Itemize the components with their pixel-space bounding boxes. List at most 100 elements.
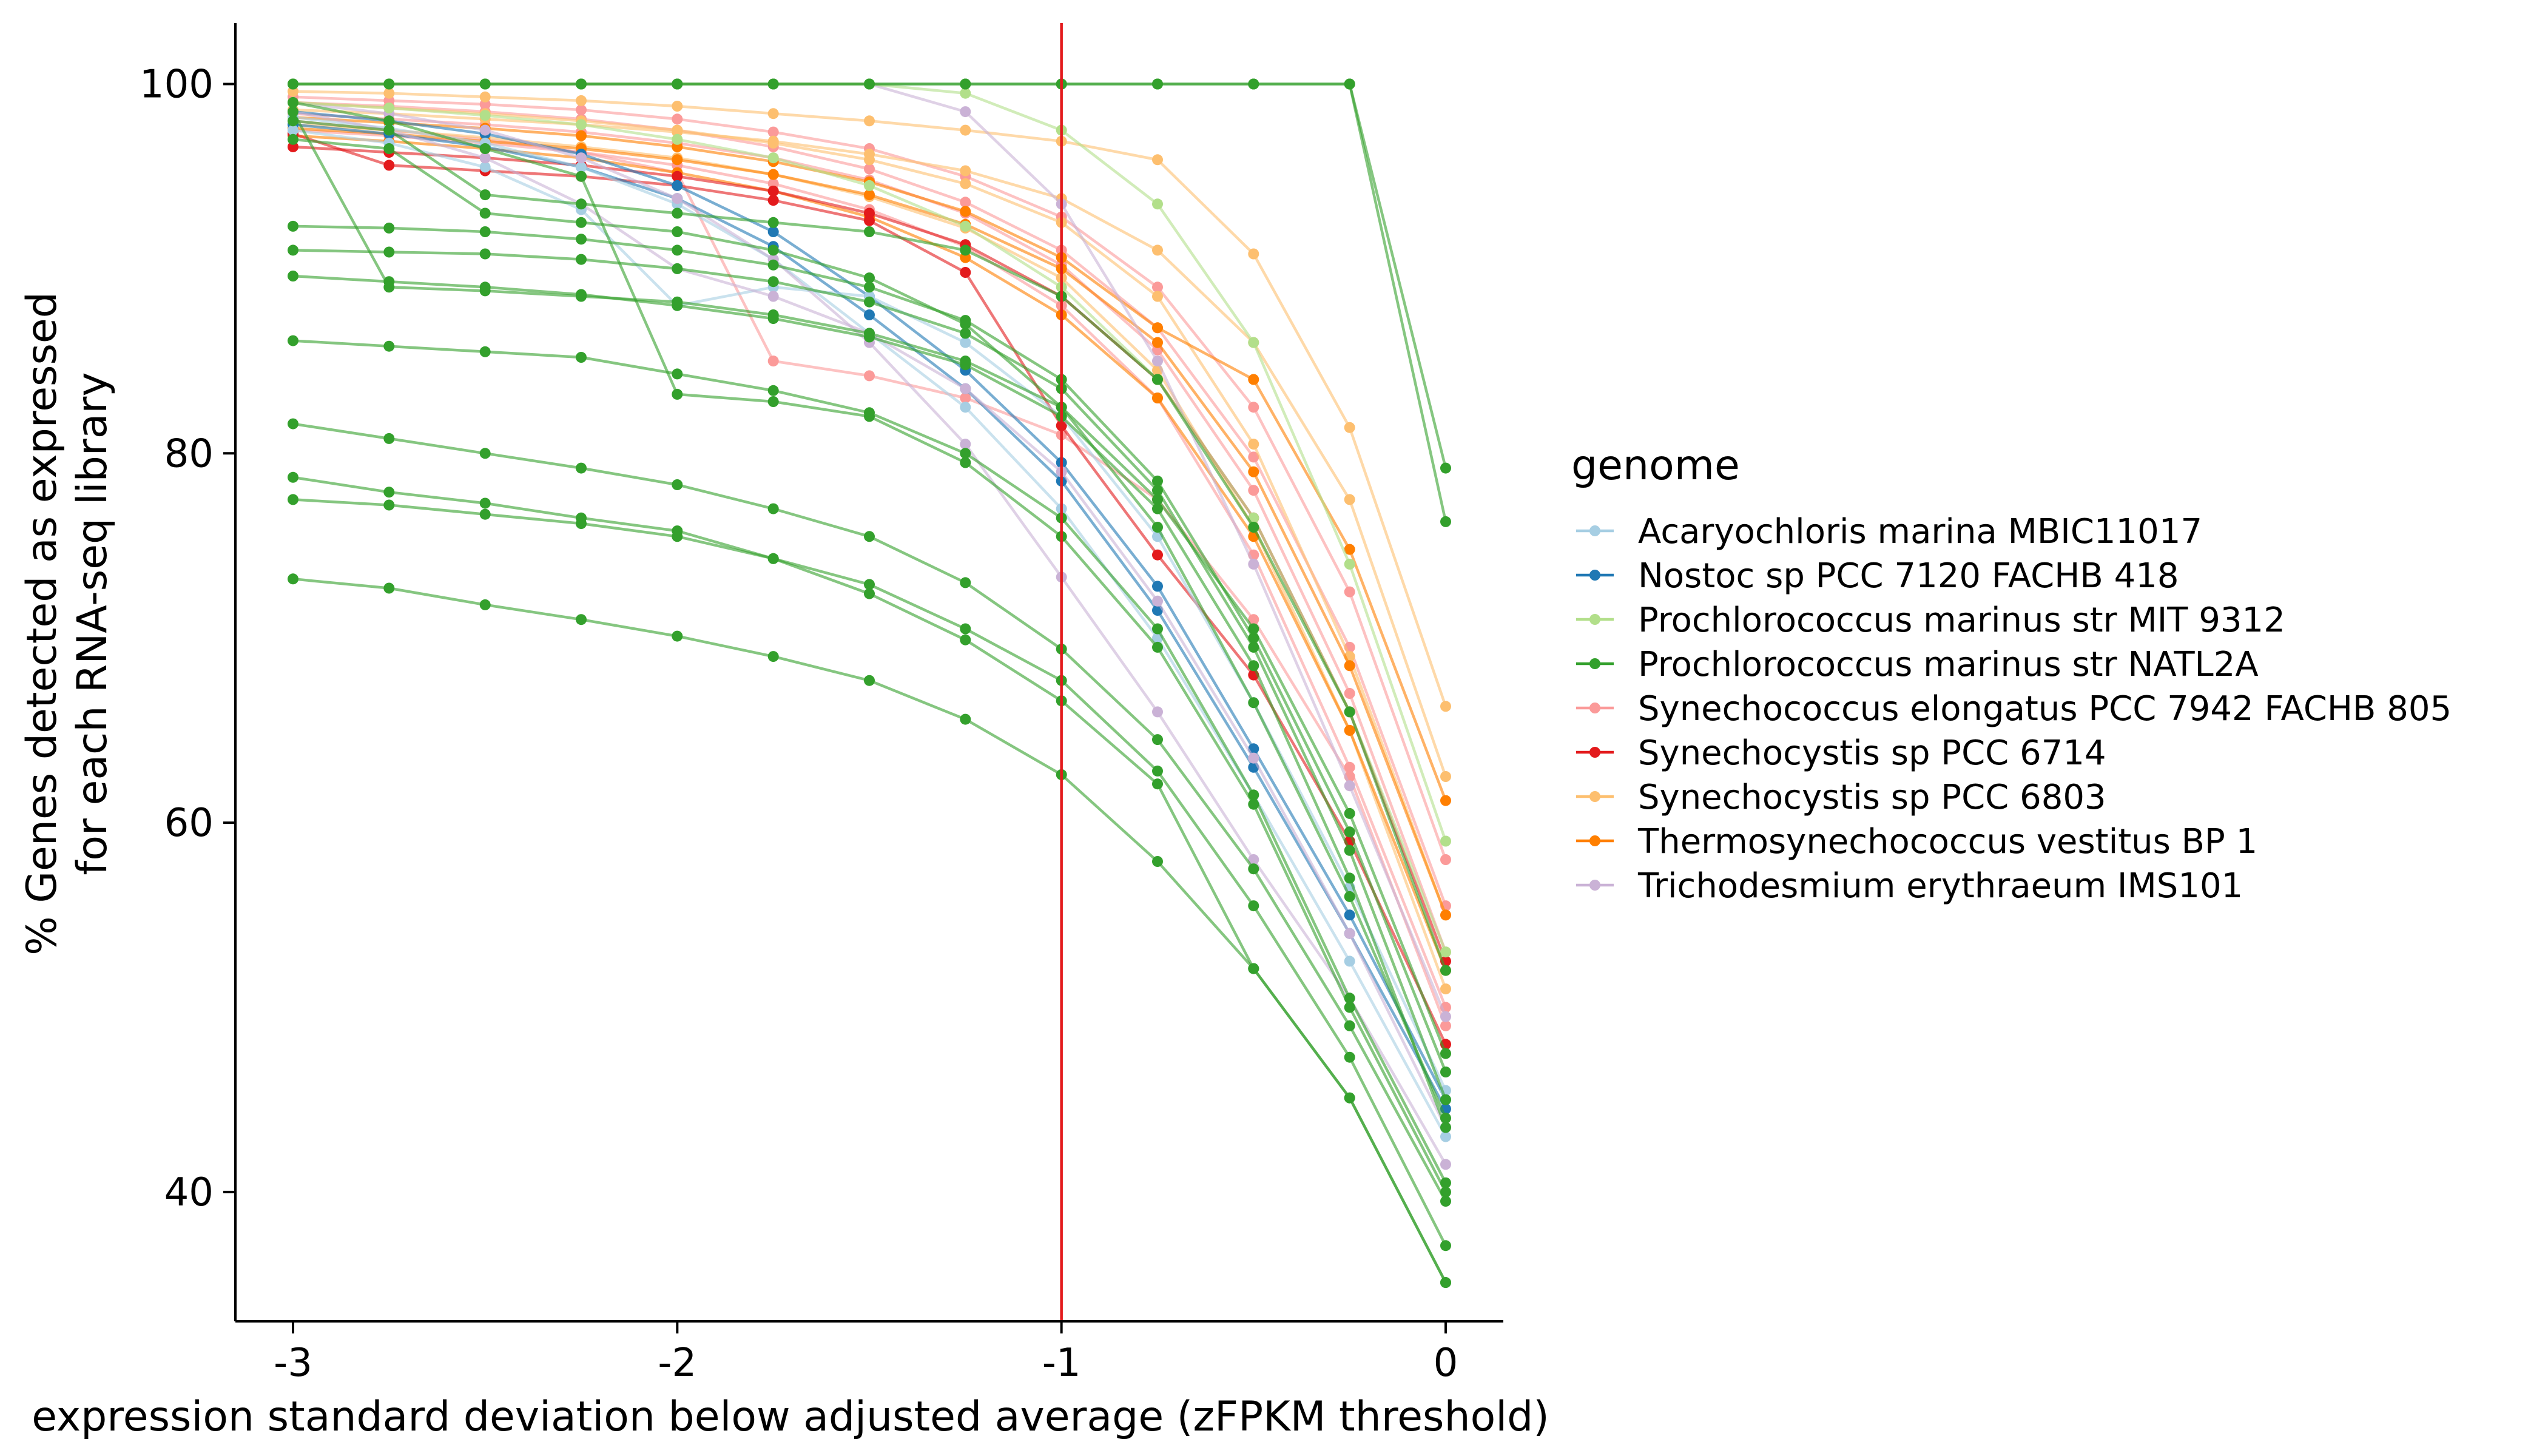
data-point: [1344, 494, 1355, 505]
data-point: [864, 328, 875, 339]
data-point: [864, 675, 875, 686]
series-17: [288, 112, 1451, 1142]
data-point: [1440, 795, 1451, 806]
data-point: [1344, 724, 1355, 736]
series-20: [288, 96, 1451, 1170]
legend-label: Synechococcus elongatus PCC 7942 FACHB 8…: [1638, 689, 2452, 729]
data-point: [1152, 623, 1163, 635]
axes-layer: -3 -2 -1 0 40 60 80 100 expression standard devi…: [18, 23, 1549, 1441]
data-point: [672, 180, 683, 191]
data-point: [1152, 337, 1163, 348]
data-point: [576, 462, 587, 474]
data-point: [1344, 422, 1355, 433]
data-point: [960, 328, 971, 339]
legend-label: Prochlorococcus marinus str NATL2A: [1638, 645, 2259, 684]
series-layer: [288, 78, 1451, 1289]
series-30: [288, 96, 1451, 1198]
data-point: [288, 115, 298, 127]
data-point: [288, 124, 298, 136]
data-point: [1440, 1240, 1451, 1252]
series-11: [288, 130, 1451, 976]
data-point: [1152, 856, 1163, 867]
data-point: [1152, 198, 1163, 210]
data-point: [288, 573, 298, 585]
data-point: [576, 152, 587, 164]
data-point: [479, 248, 491, 260]
data-point: [1440, 1011, 1451, 1022]
series-28: [288, 106, 1451, 1059]
legend-label: Acaryochloris marina MBIC11017: [1638, 512, 2202, 551]
data-point: [288, 244, 298, 256]
series-16: [288, 124, 1451, 1096]
data-point: [383, 281, 395, 293]
data-point: [1440, 1159, 1451, 1170]
series-31: [288, 418, 1451, 1207]
series-line: [292, 115, 1447, 1138]
data-point: [1152, 374, 1163, 385]
legend-label: Synechocystis sp PCC 6803: [1638, 778, 2106, 817]
data-point: [576, 130, 587, 141]
data-point: [383, 78, 395, 90]
x-tick-label: -1: [1042, 1341, 1081, 1386]
data-point: [960, 393, 971, 403]
data-point: [1248, 863, 1259, 875]
data-point: [1248, 451, 1259, 463]
data-point: [1248, 337, 1259, 348]
data-point: [960, 220, 971, 232]
series-line: [292, 274, 1448, 1128]
data-point: [1152, 494, 1163, 505]
data-point: [1248, 798, 1259, 810]
y-axis-title: % Genes detected as expressedfor each RN…: [18, 292, 116, 956]
data-point: [288, 133, 298, 145]
data-point: [1248, 660, 1259, 672]
data-point: [960, 577, 971, 588]
data-point: [1344, 1051, 1355, 1063]
data-point: [1344, 956, 1355, 967]
data-point: [1248, 614, 1259, 625]
legend-key-point: [1589, 747, 1600, 758]
data-point: [960, 713, 971, 725]
data-point: [1248, 963, 1259, 974]
data-point: [1344, 1002, 1355, 1013]
data-point: [1152, 522, 1163, 533]
data-point: [576, 234, 587, 245]
data-point: [1248, 752, 1259, 764]
data-point: [960, 402, 971, 413]
legend-label: Synechocystis sp PCC 6714: [1638, 733, 2106, 773]
data-point: [1440, 965, 1451, 976]
data-point: [672, 113, 683, 125]
series-5: [288, 86, 1451, 712]
data-point: [1248, 641, 1259, 653]
data-point: [1248, 439, 1259, 450]
data-point: [1152, 765, 1163, 777]
data-point: [864, 296, 875, 308]
data-point: [1440, 771, 1451, 782]
data-point: [288, 494, 298, 505]
data-point: [864, 272, 875, 284]
data-point: [288, 471, 298, 483]
data-point: [960, 457, 971, 468]
data-point: [1248, 248, 1259, 260]
x-axis-title: expression standard deviation below adju…: [32, 1393, 1549, 1441]
data-point: [1344, 706, 1355, 718]
y-tick-label: 60: [164, 801, 214, 846]
data-point: [1344, 807, 1355, 819]
data-point: [576, 254, 587, 265]
legend-key-point: [1589, 791, 1600, 802]
data-point: [1248, 623, 1259, 635]
data-point: [864, 189, 875, 201]
series-27: [288, 271, 1451, 1133]
data-point: [864, 370, 875, 382]
data-point: [767, 186, 779, 197]
data-point: [864, 163, 875, 175]
data-point: [1248, 374, 1259, 385]
data-point: [1248, 558, 1259, 570]
data-point: [767, 108, 779, 120]
data-point: [960, 197, 971, 208]
data-point: [960, 106, 971, 118]
data-point: [576, 104, 587, 116]
data-point: [1344, 544, 1355, 555]
data-point: [864, 411, 875, 422]
legend-title: genome: [1571, 442, 1740, 490]
data-point: [383, 433, 395, 444]
